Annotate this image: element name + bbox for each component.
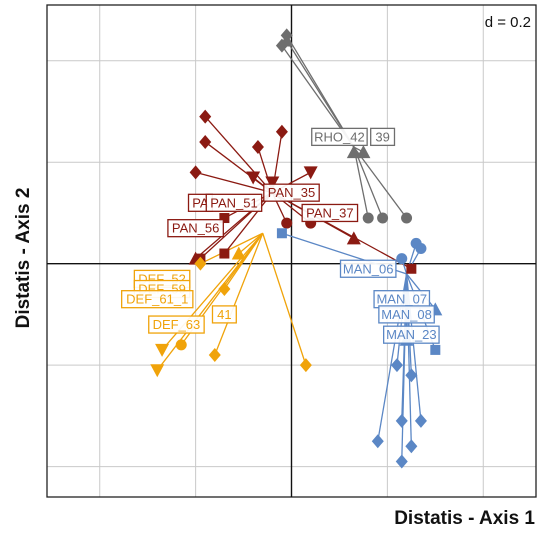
data-point-triangle-down — [155, 343, 170, 357]
data-point-diamond — [395, 413, 408, 428]
data-point-triangle — [346, 231, 361, 245]
data-point-circle — [175, 339, 187, 351]
data-point-diamond — [395, 454, 408, 469]
point-label: MAN_08 — [381, 307, 432, 322]
data-point-triangle-down — [265, 176, 280, 190]
point-label-box — [339, 259, 397, 278]
data-point-diamond — [218, 282, 231, 297]
point-label: PA — [192, 195, 209, 210]
data-point-diamond — [199, 109, 212, 124]
link-line — [353, 146, 384, 219]
link-line — [238, 232, 264, 255]
data-point-diamond — [405, 439, 418, 454]
data-point-diamond — [371, 434, 384, 449]
data-point-diamond — [208, 347, 221, 362]
point-label-box — [370, 127, 396, 147]
link-line — [214, 233, 264, 356]
data-point-diamond — [405, 368, 418, 383]
point-label-box — [378, 305, 435, 324]
data-point-diamond — [414, 413, 427, 428]
point-label-box — [263, 183, 320, 202]
data-point-diamond — [194, 256, 207, 271]
link-line — [353, 146, 408, 219]
data-point-diamond — [189, 165, 202, 180]
link-line — [156, 232, 264, 371]
data-point-triangle — [356, 145, 371, 159]
data-point-square — [276, 228, 287, 239]
x-axis-title: Distatis - Axis 1 — [394, 508, 535, 529]
data-point-diamond — [251, 140, 264, 155]
point-label-box — [311, 127, 368, 147]
link-line — [223, 192, 273, 254]
y-axis-title: Distatis - Axis 2 — [13, 187, 34, 329]
data-point-diamond — [390, 358, 403, 373]
point-label: PAN_56 — [172, 221, 219, 236]
point-label: 39 — [375, 129, 389, 144]
link-line — [200, 232, 264, 265]
link-line — [204, 116, 273, 194]
data-point-diamond — [275, 124, 288, 139]
data-point-circle — [362, 212, 374, 224]
data-point-triangle — [231, 246, 246, 260]
point-label: PAN_51 — [210, 195, 257, 210]
point-label-box — [301, 203, 359, 223]
point-label: DEF_61_1 — [126, 292, 188, 307]
data-point-circle — [415, 242, 427, 254]
link-line — [353, 146, 369, 219]
point-label-box — [167, 219, 224, 238]
link-line — [272, 192, 412, 270]
point-label: PAN_35 — [268, 185, 315, 200]
data-point-circle — [281, 217, 293, 229]
point-label-box — [211, 305, 237, 324]
point-label: 41 — [217, 307, 231, 322]
data-point-circle — [377, 212, 389, 224]
data-point-diamond — [199, 134, 212, 149]
point-label: PAN_37 — [306, 205, 353, 220]
data-point-diamond — [299, 358, 312, 373]
data-point-square — [219, 213, 230, 224]
data-point-triangle — [279, 33, 294, 47]
data-point-triangle-down — [246, 171, 261, 185]
point-label: MAN_07 — [376, 292, 427, 307]
point-label-box — [383, 325, 440, 344]
data-point-triangle — [346, 145, 361, 159]
data-point-circle — [396, 253, 408, 265]
link-line — [262, 233, 307, 366]
point-label-box — [121, 290, 194, 309]
point-label-box — [148, 315, 205, 334]
point-label: MAN_06 — [343, 261, 394, 276]
point-label: MAN_23 — [386, 327, 437, 342]
point-label: RHO_42 — [314, 129, 365, 144]
scale-label: d = 0.2 — [484, 14, 531, 31]
data-point-circle — [401, 212, 413, 224]
data-point-square — [430, 344, 441, 355]
data-point-square — [219, 248, 230, 259]
link-line — [195, 171, 273, 194]
data-point-triangle-down — [303, 166, 318, 180]
data-point-square — [406, 263, 417, 274]
point-label-box — [205, 193, 263, 212]
point-label: DEF_63 — [153, 317, 201, 332]
data-point-triangle-down — [150, 364, 165, 378]
